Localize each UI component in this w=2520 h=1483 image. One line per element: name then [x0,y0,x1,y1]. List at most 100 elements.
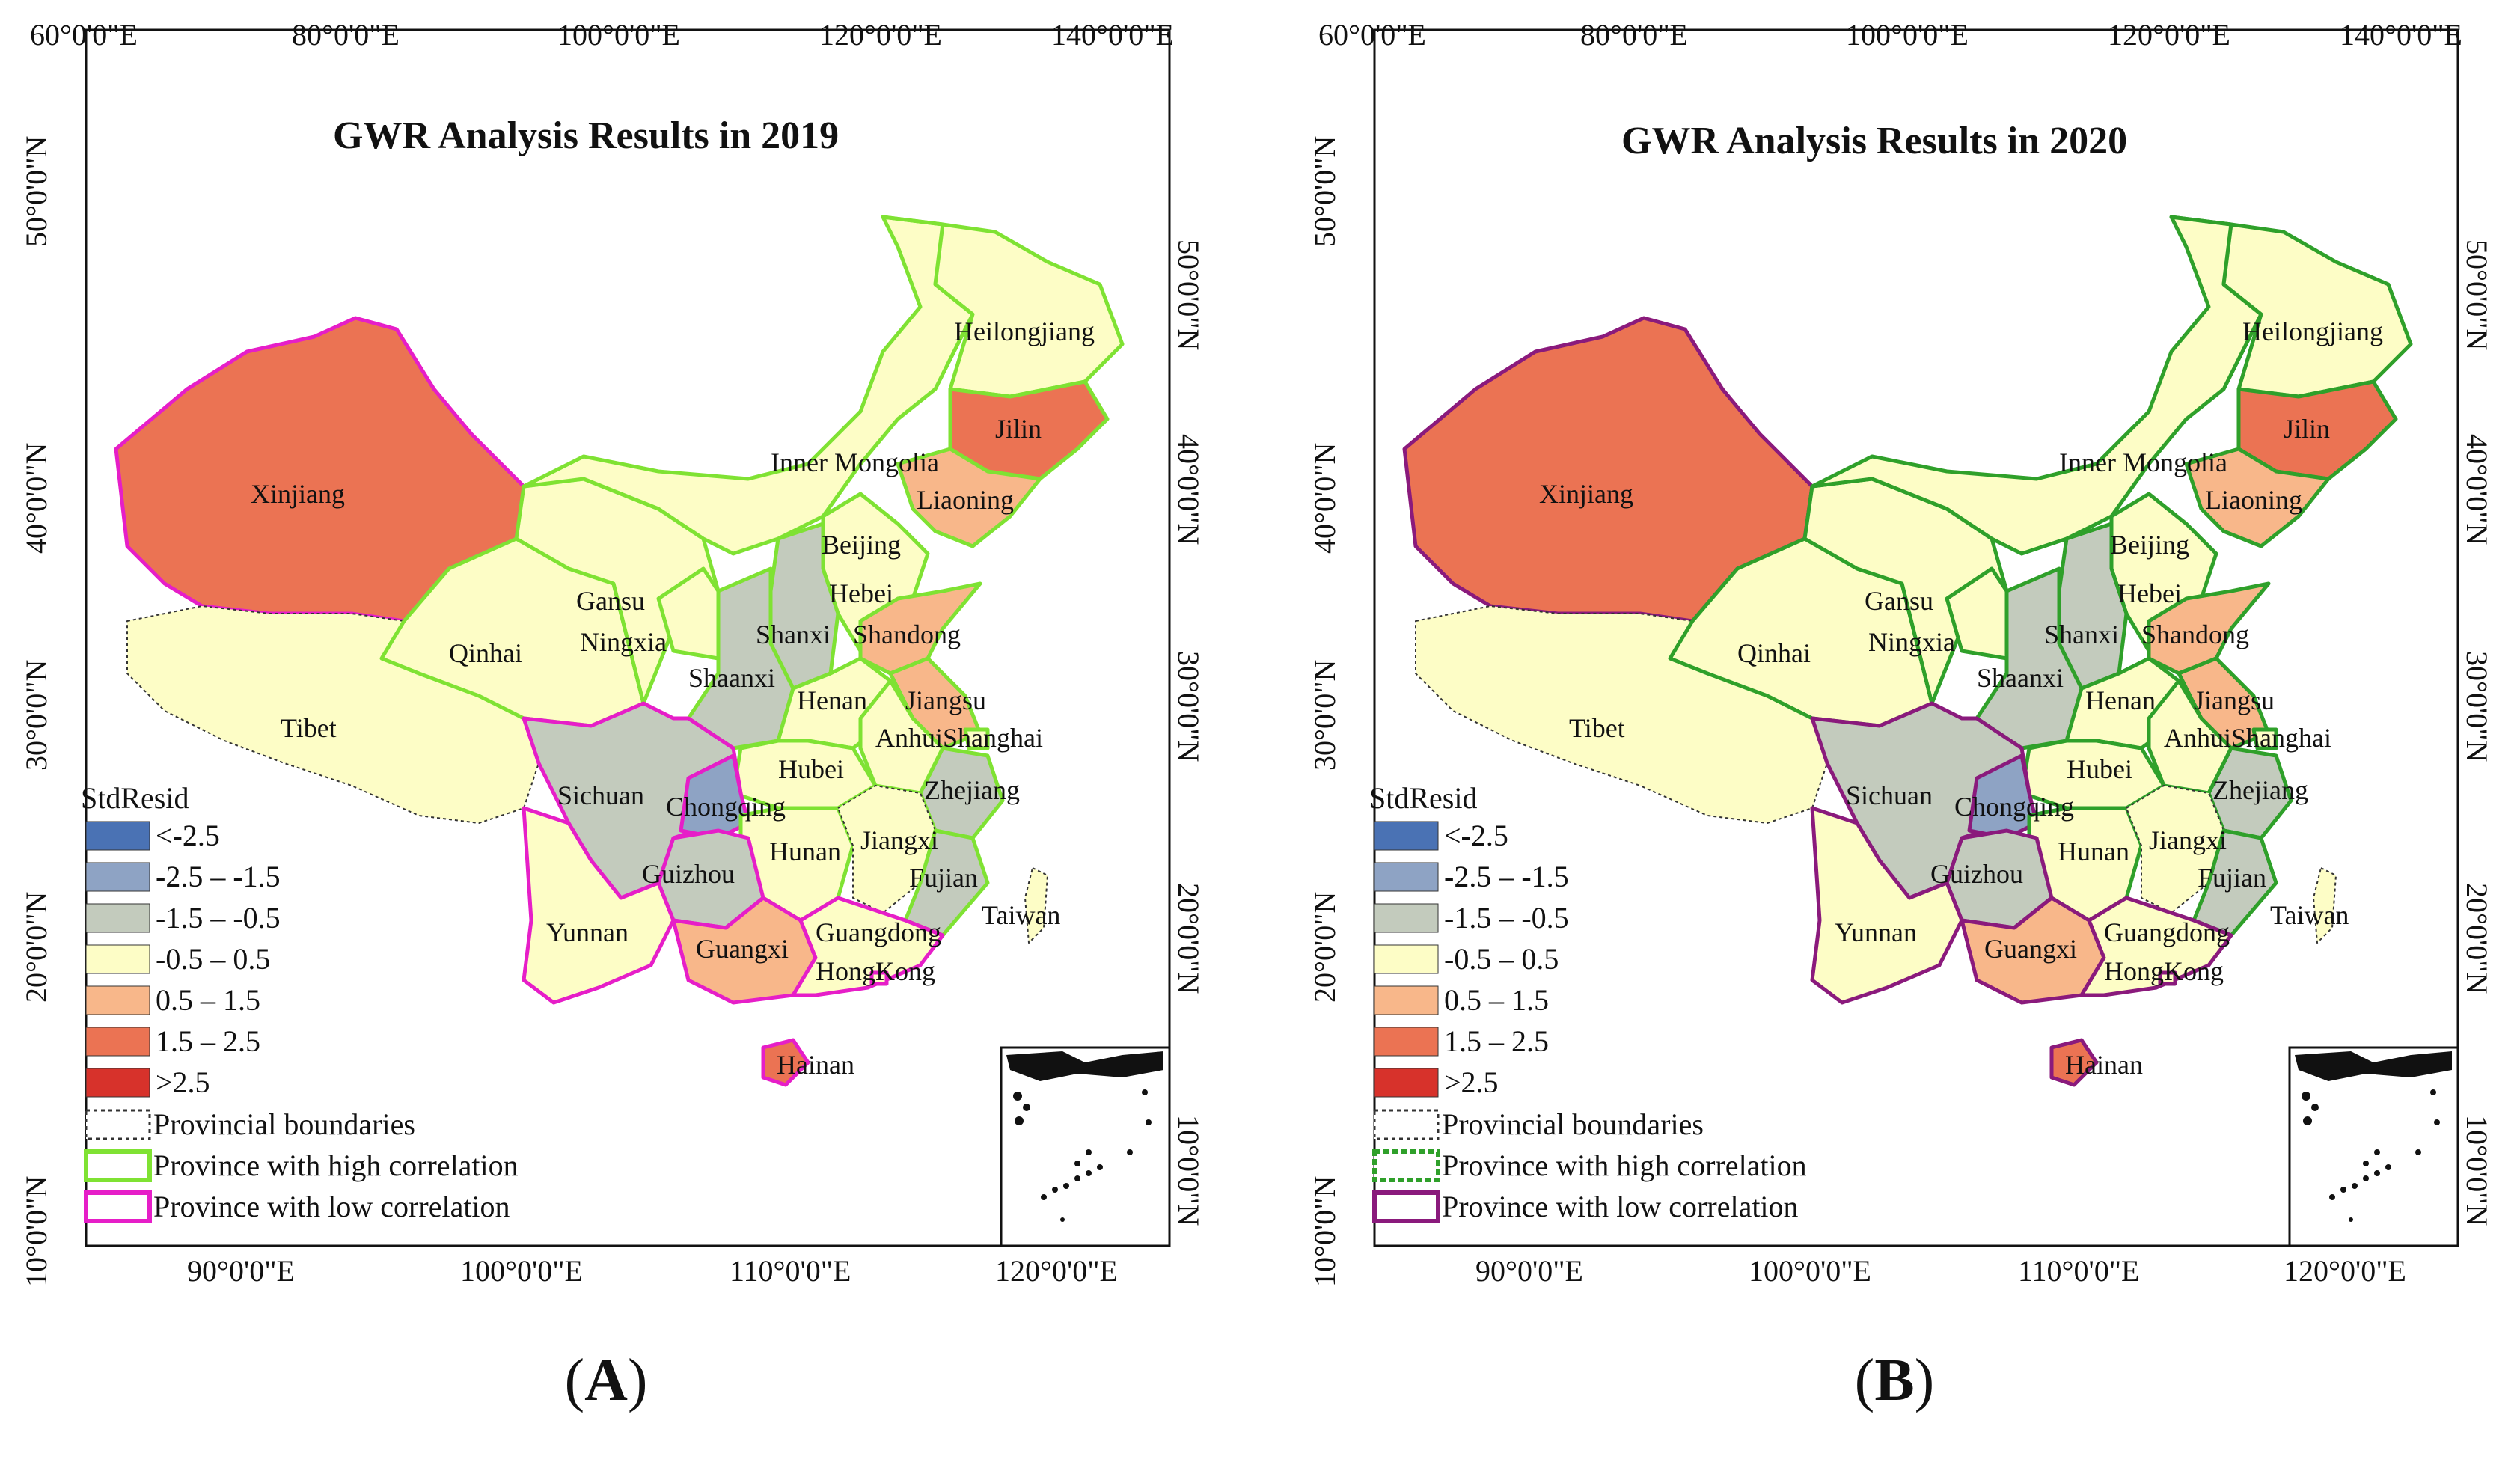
right-tick: 20°0'0"N [1172,883,1205,994]
province-liaoning[interactable] [2184,447,2331,548]
legend-swatch [85,1027,150,1057]
label-hebei: Hebei [2117,578,2182,608]
left-tick: 10°0'0"N [19,1176,53,1287]
legend-swatch [85,985,150,1015]
label-guizhou: Guizhou [1930,859,2023,889]
province-hainan[interactable] [2049,1038,2099,1087]
province-labels: Xinjiang Tibet Qinhai Gansu Ningxia Inne… [1539,317,2383,1080]
label-fujian: Fujian [909,863,978,893]
top-tick-labels: 60°0'0"E 80°0'0"E 100°0'0"E 120°0'0"E 14… [1318,18,2462,52]
label-guangxi: Guangxi [696,934,789,964]
bottom-tick: 120°0'0"E [995,1254,1118,1288]
label-qinhai: Qinhai [1737,638,1811,668]
legend-low-correlation-swatch [1372,1190,1440,1223]
map-title: GWR Analysis Results in 2020 [1621,120,2127,162]
top-tick: 60°0'0"E [1318,18,1426,52]
right-tick: 40°0'0"N [1172,434,1205,545]
province-hainan[interactable] [761,1038,810,1087]
legend-label: <-2.5 [1444,819,1508,852]
label-ningxia: Ningxia [580,627,667,657]
south-china-sea-inset [1000,1046,1171,1247]
label-jiangsu: Jiangsu [905,685,986,715]
bottom-tick: 90°0'0"E [187,1254,295,1288]
legend-swatch [1374,1027,1439,1057]
right-tick: 10°0'0"N [1172,1115,1205,1226]
map-b: 60°0'0"E 80°0'0"E 100°0'0"E 120°0'0"E 14… [1308,18,2494,1288]
top-tick: 140°0'0"E [1051,18,1174,52]
legend-high-label: Province with high correlation [1442,1149,1807,1182]
label-xinjiang: Xinjiang [1539,479,1633,509]
label-sichuan: Sichuan [557,780,644,810]
right-tick: 20°0'0"N [2460,883,2494,994]
legend-swatch [1374,985,1439,1015]
bottom-tick: 100°0'0"E [1749,1254,1871,1288]
legend-swatch [85,903,150,933]
label-chongqing: Chongqing [666,792,786,822]
top-tick: 120°0'0"E [819,18,942,52]
label-liaoning: Liaoning [2205,485,2302,515]
province-jiangxi[interactable] [837,785,936,914]
label-tibet: Tibet [281,713,337,743]
legend-label: >2.5 [1444,1065,1499,1099]
panel-a: 60°0'0"E 80°0'0"E 100°0'0"E 120°0'0"E 14… [0,0,1212,1483]
label-yunnan: Yunnan [546,917,629,947]
right-tick: 30°0'0"N [2460,651,2494,762]
province-tibet[interactable] [126,605,539,824]
bottom-tick: 110°0'0"E [730,1254,851,1288]
province-shanghai[interactable] [963,727,990,750]
label-ningxia: Ningxia [1868,627,1955,657]
label-liaoning: Liaoning [917,485,1014,515]
legend-swatch [1374,944,1439,974]
label-anhui: Anhui [875,723,943,753]
label-hunan: Hunan [769,837,841,866]
province-shandong[interactable] [858,581,982,676]
province-taiwan[interactable] [2313,867,2337,944]
left-tick: 20°0'0"N [19,892,53,1003]
label-chongqing: Chongqing [1954,792,2074,822]
legend-label: -1.5 – -0.5 [156,901,281,935]
label-jiangxi: Jiangxi [2149,825,2227,855]
panel-caption-b: (B) [1854,1348,1935,1413]
label-hongkong: HongKong [816,956,935,986]
province-yunnan[interactable] [522,806,676,1005]
label-sichuan: Sichuan [1846,780,1933,810]
legend-boundary-label: Provincial boundaries [1442,1107,1704,1141]
legend-swatch [85,1068,150,1098]
legend-label: <-2.5 [156,819,220,852]
province-shanghai[interactable] [2251,727,2278,750]
label-jilin: Jilin [2284,414,2330,444]
legend-label: 0.5 – 1.5 [156,983,260,1017]
right-tick: 30°0'0"N [1172,651,1205,762]
label-guangdong: Guangdong [816,917,941,947]
legend-label: -2.5 – -1.5 [1444,860,1569,893]
left-tick: 10°0'0"N [1308,1176,1342,1287]
legend-label: -0.5 – 0.5 [1444,942,1559,976]
right-tick: 50°0'0"N [1172,239,1205,350]
left-tick: 20°0'0"N [1308,892,1342,1003]
legend-provincial-boundary-swatch [1373,1109,1440,1140]
province-liaoning[interactable] [896,447,1042,548]
province-hongkong[interactable] [869,970,889,986]
legend-swatch [85,821,150,851]
map-a: 60°0'0"E 80°0'0"E 100°0'0"E 120°0'0"E 14… [19,18,1205,1288]
top-tick: 80°0'0"E [1580,18,1688,52]
legend-swatch [1374,903,1439,933]
province-shandong[interactable] [2147,581,2271,676]
province-yunnan[interactable] [1810,806,1964,1005]
legend-high-correlation-swatch [1372,1149,1440,1182]
province-taiwan[interactable] [1024,867,1048,944]
label-henan: Henan [797,685,867,715]
province-guangdong[interactable] [791,896,945,997]
legend-swatch [85,862,150,892]
bottom-tick: 110°0'0"E [2018,1254,2139,1288]
bottom-tick-labels: 90°0'0"E 100°0'0"E 110°0'0"E 120°0'0"E [1475,1254,2406,1288]
panel-b: 60°0'0"E 80°0'0"E 100°0'0"E 120°0'0"E 14… [1288,0,2501,1483]
province-jiangxi[interactable] [2126,785,2224,914]
label-jiangsu: Jiangsu [2194,685,2275,715]
province-guangdong[interactable] [2079,896,2233,997]
legend-swatch [1374,821,1439,851]
province-tibet[interactable] [1415,605,1828,824]
legend-label: >2.5 [156,1065,210,1099]
label-jiangxi: Jiangxi [860,825,938,855]
province-hongkong[interactable] [2158,970,2177,986]
